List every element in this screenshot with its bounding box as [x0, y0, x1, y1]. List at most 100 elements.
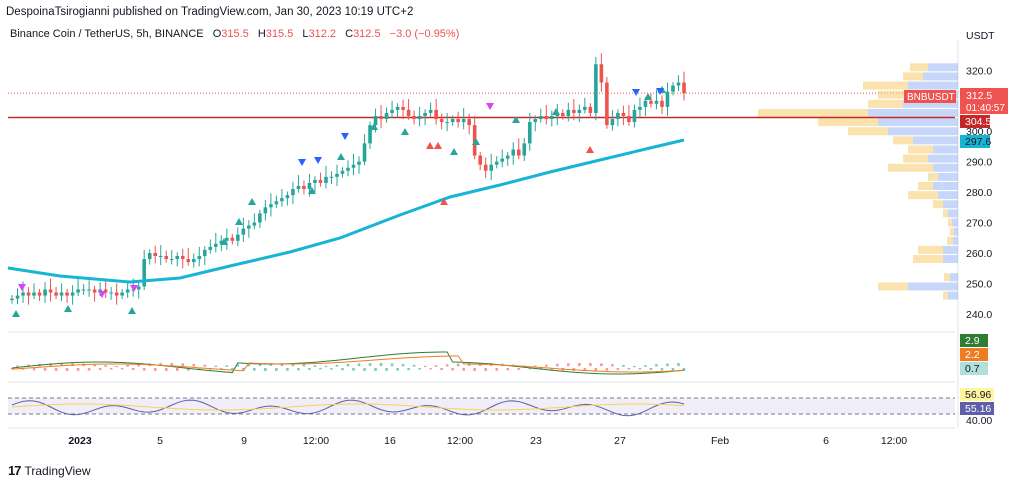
- macd-histogram-bar: [170, 363, 174, 367]
- ohlc-low: 312.2: [308, 28, 337, 40]
- level-value-a: 304.5: [965, 116, 991, 128]
- macd-histogram-bar: [611, 364, 614, 367]
- macd-histogram-bar: [225, 365, 229, 367]
- macd-histogram-bar: [302, 364, 306, 367]
- candle-body: [682, 82, 686, 94]
- macd-histogram-bar: [142, 368, 146, 371]
- macd-histogram-bar: [506, 368, 510, 371]
- candle-body: [191, 259, 196, 263]
- macd-histogram-bar: [671, 368, 675, 371]
- candle-body: [516, 149, 521, 156]
- last-price-value: 312.5: [966, 90, 992, 102]
- rsi-ma-line: [11, 403, 685, 411]
- volume-profile-up: [868, 108, 958, 117]
- volume-profile-down: [918, 182, 933, 190]
- candle-body: [494, 161, 499, 165]
- volume-profile-up: [888, 127, 958, 136]
- macd-badge: [960, 334, 988, 347]
- macd-histogram-bar: [32, 368, 36, 371]
- macd-histogram-bar: [258, 363, 262, 367]
- volume-profile-up: [948, 209, 958, 218]
- macd-histogram-bar: [357, 363, 361, 367]
- macd-histogram-bar: [104, 365, 107, 367]
- time-tick: 2023: [68, 435, 92, 447]
- buy-signal-icon: [552, 108, 560, 115]
- volume-profile-down: [944, 273, 950, 282]
- volume-profile-down: [947, 236, 953, 245]
- bar-countdown: 01:40:57: [966, 103, 1005, 114]
- candle-body: [43, 289, 47, 296]
- time-tick: 12:00: [447, 435, 473, 447]
- candle-body: [489, 164, 494, 171]
- time-tick: 16: [384, 435, 396, 447]
- macd-histogram-bar: [275, 368, 278, 371]
- candle-body: [153, 252, 158, 256]
- candle-body: [109, 292, 113, 294]
- candle-body: [21, 292, 25, 296]
- volume-profile-up: [928, 63, 958, 72]
- candle-body: [186, 259, 191, 263]
- macd-histogram-bar: [622, 364, 625, 367]
- candle-body: [114, 292, 119, 296]
- symbol-name: Binance Coin / TetherUS, 5h, BINANCE: [10, 28, 204, 40]
- macd-histogram-bar: [600, 363, 603, 367]
- candle-body: [180, 256, 185, 260]
- footer[interactable]: 17 TradingView: [8, 463, 91, 478]
- ohlc-change: −3.0 (−0.95%): [389, 28, 460, 40]
- volume-profile-up: [938, 191, 958, 200]
- time-tick: 9: [241, 435, 247, 447]
- candle-body: [671, 85, 675, 92]
- candle-body: [324, 176, 328, 183]
- candle-body: [423, 112, 427, 116]
- time-tick: 12:00: [303, 435, 329, 447]
- candle-body: [362, 143, 367, 162]
- macd-histogram-bar: [269, 363, 273, 367]
- candle-body: [318, 179, 323, 183]
- buy-signal-icon: [512, 116, 520, 123]
- candle-body: [76, 289, 80, 293]
- candle-body: [313, 179, 317, 183]
- macd-histogram-bar: [418, 368, 421, 370]
- candle-body: [87, 289, 91, 291]
- rsi-value: 55.16: [965, 403, 991, 415]
- macd-histogram-bar: [550, 368, 554, 371]
- currency-label: USDT: [966, 30, 995, 42]
- candle-body: [263, 207, 268, 214]
- level-badge-a: [960, 115, 990, 128]
- rsi-ma-value: 56.96: [965, 389, 991, 401]
- ticker-badge: [904, 90, 956, 103]
- macd-histogram-bar: [65, 368, 69, 371]
- macd-histogram-bar: [682, 368, 686, 371]
- candle-body: [538, 116, 543, 120]
- last-price-badge: [960, 88, 1008, 114]
- candle-body: [621, 112, 626, 116]
- price-tick: 240.0: [966, 309, 992, 321]
- macd-histogram-bar: [242, 368, 245, 371]
- buy-signal-icon: [472, 138, 480, 145]
- candle-body: [445, 122, 449, 124]
- candle-body: [610, 119, 615, 126]
- macd-histogram-bar: [247, 363, 251, 367]
- macd-histogram-bar: [655, 364, 658, 367]
- candle-body: [406, 109, 411, 116]
- volume-profile-up: [938, 172, 958, 181]
- candle-body: [15, 295, 20, 299]
- buy-signal-icon: [401, 128, 409, 135]
- volume-profile-down: [928, 172, 938, 181]
- volume-profile-down: [950, 227, 954, 236]
- candle-body: [572, 109, 576, 113]
- publish-header: DespoinaTsirogianni published on Trading…: [6, 6, 414, 18]
- macd-histogram-bar: [462, 368, 465, 371]
- macd-histogram-bar: [192, 363, 196, 367]
- candle-body: [478, 155, 482, 165]
- candle-body: [252, 222, 257, 226]
- time-tick: 12:00: [881, 435, 907, 447]
- macd-histogram-bar: [214, 365, 218, 368]
- candle-body: [643, 100, 648, 107]
- macd-histogram-bar: [71, 363, 74, 367]
- macd-histogram-bar: [544, 364, 548, 367]
- sell-arrow-icon: [426, 142, 434, 149]
- sell-arrow-icon: [434, 142, 442, 149]
- candle-body: [505, 155, 510, 159]
